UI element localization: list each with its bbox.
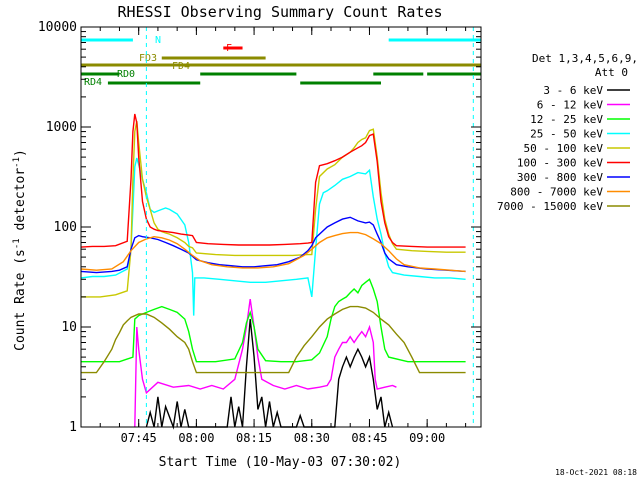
x-tick-label-1: 08:00 [178,431,214,445]
y-axis-label: Count Rate (s-1 detector-1) [12,149,28,351]
dashed-markers [145,27,474,427]
series-line-0 [145,319,394,430]
flag-label-n: N [155,35,161,46]
series-line-3 [80,157,466,316]
y-axis-label-main: Count Rate (s [13,249,28,351]
y-ticks: 1 10 100 1000 10000 [38,20,481,435]
x-tick-label-5: 09:00 [409,431,445,445]
x-tick-label-3: 08:30 [294,431,330,445]
flag-label-rd4: RD4 [84,77,102,88]
legend-label-3: 25 - 50 keV [530,128,603,141]
x-tick-label-4: 08:45 [351,431,387,445]
x-tick-label-2: 08:15 [236,431,272,445]
series-line-5 [80,113,466,248]
legend-header-line2: Att 0 [595,66,628,79]
series-line-8 [81,305,466,374]
legend-label-7: 800 - 7000 keV [510,186,603,199]
x-axis-label: Start Time (10-May-03 07:30:02) [159,455,402,470]
y-tick-label-4: 10000 [38,20,77,35]
y-axis-label-mid: detector [13,168,28,239]
x-tick-label-0: 07:45 [121,431,157,445]
y-tick-label-3: 1000 [46,120,77,135]
chart-title: RHESSI Observing Summary Count Rates [117,3,442,21]
flag-label-f: F [226,43,232,54]
y-axis-label-end: ) [13,149,28,157]
y-axis-label-sup2: -1 [12,157,22,168]
legend-label-1: 6 - 12 keV [537,99,604,112]
legend-label-4: 50 - 100 keV [524,142,604,155]
flag-label-fd4: FD4 [172,61,190,72]
series-line-6 [80,216,466,274]
flag-bars: N F FD3 FD4 RD0 RD4 [81,35,481,88]
y-tick-label-0: 1 [69,420,77,435]
legend-label-2: 12 - 25 keV [530,113,603,126]
legend-header-line1: Det 1,3,4,5,6,9, [532,52,638,65]
legend-label-8: 7000 - 15000 keV [497,200,603,213]
y-axis-label-sup1: -1 [12,238,22,249]
timestamp: 18-Oct-2021 08:18 [555,468,637,477]
series-line-1 [134,299,397,428]
flag-label-fd3: FD3 [139,53,157,64]
flag-label-rd0: RD0 [117,69,135,80]
plot-series [80,113,466,430]
legend-label-6: 300 - 800 keV [517,171,603,184]
legend: Det 1,3,4,5,6,9, Att 0 3 - 6 keV 6 - 12 k… [497,52,638,213]
y-tick-label-1: 10 [61,320,77,335]
series-line-7 [80,231,466,273]
y-tick-label-2: 100 [54,220,77,235]
legend-label-0: 3 - 6 keV [543,84,603,97]
svg-text:Count Rate (s-1 detector-1): Count Rate (s-1 detector-1) [12,149,28,351]
series-line-2 [81,278,466,363]
legend-label-5: 100 - 300 keV [517,157,603,170]
x-ticks: 07:45 08:00 08:15 08:30 08:45 09:00 [80,27,467,445]
